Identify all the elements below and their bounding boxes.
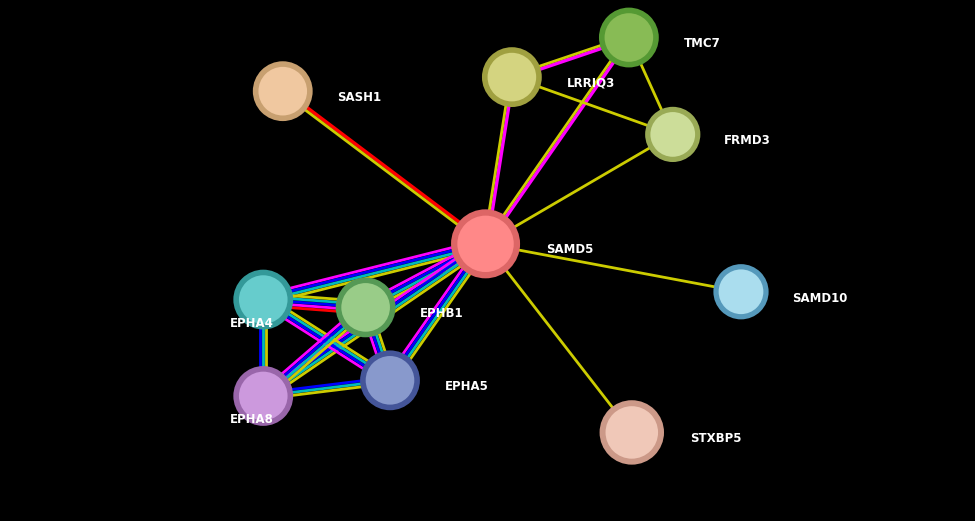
Text: SAMD5: SAMD5 xyxy=(546,243,594,255)
Text: EPHA4: EPHA4 xyxy=(230,317,274,329)
Text: SASH1: SASH1 xyxy=(337,91,381,104)
Circle shape xyxy=(482,47,542,107)
Text: SAMD10: SAMD10 xyxy=(792,292,847,304)
Circle shape xyxy=(718,268,764,315)
Circle shape xyxy=(257,66,308,117)
Circle shape xyxy=(487,52,537,103)
Text: STXBP5: STXBP5 xyxy=(690,432,742,445)
Circle shape xyxy=(456,215,515,273)
Text: LRRIQ3: LRRIQ3 xyxy=(566,77,614,90)
Circle shape xyxy=(451,209,520,278)
Text: TMC7: TMC7 xyxy=(683,38,721,50)
Circle shape xyxy=(360,351,420,410)
Circle shape xyxy=(600,400,664,465)
Circle shape xyxy=(365,355,415,406)
Circle shape xyxy=(253,61,313,121)
Circle shape xyxy=(604,405,659,460)
Circle shape xyxy=(714,264,768,319)
Circle shape xyxy=(604,12,654,63)
Text: EPHA5: EPHA5 xyxy=(445,380,488,393)
Circle shape xyxy=(599,8,659,67)
Circle shape xyxy=(335,278,396,337)
Circle shape xyxy=(649,111,696,158)
Text: FRMD3: FRMD3 xyxy=(723,134,770,147)
Circle shape xyxy=(238,370,289,421)
Circle shape xyxy=(233,366,293,426)
Circle shape xyxy=(233,270,293,329)
Circle shape xyxy=(645,107,700,162)
Circle shape xyxy=(238,274,289,325)
Text: EPHA8: EPHA8 xyxy=(230,413,274,426)
Text: EPHB1: EPHB1 xyxy=(420,307,464,320)
Circle shape xyxy=(340,282,391,333)
